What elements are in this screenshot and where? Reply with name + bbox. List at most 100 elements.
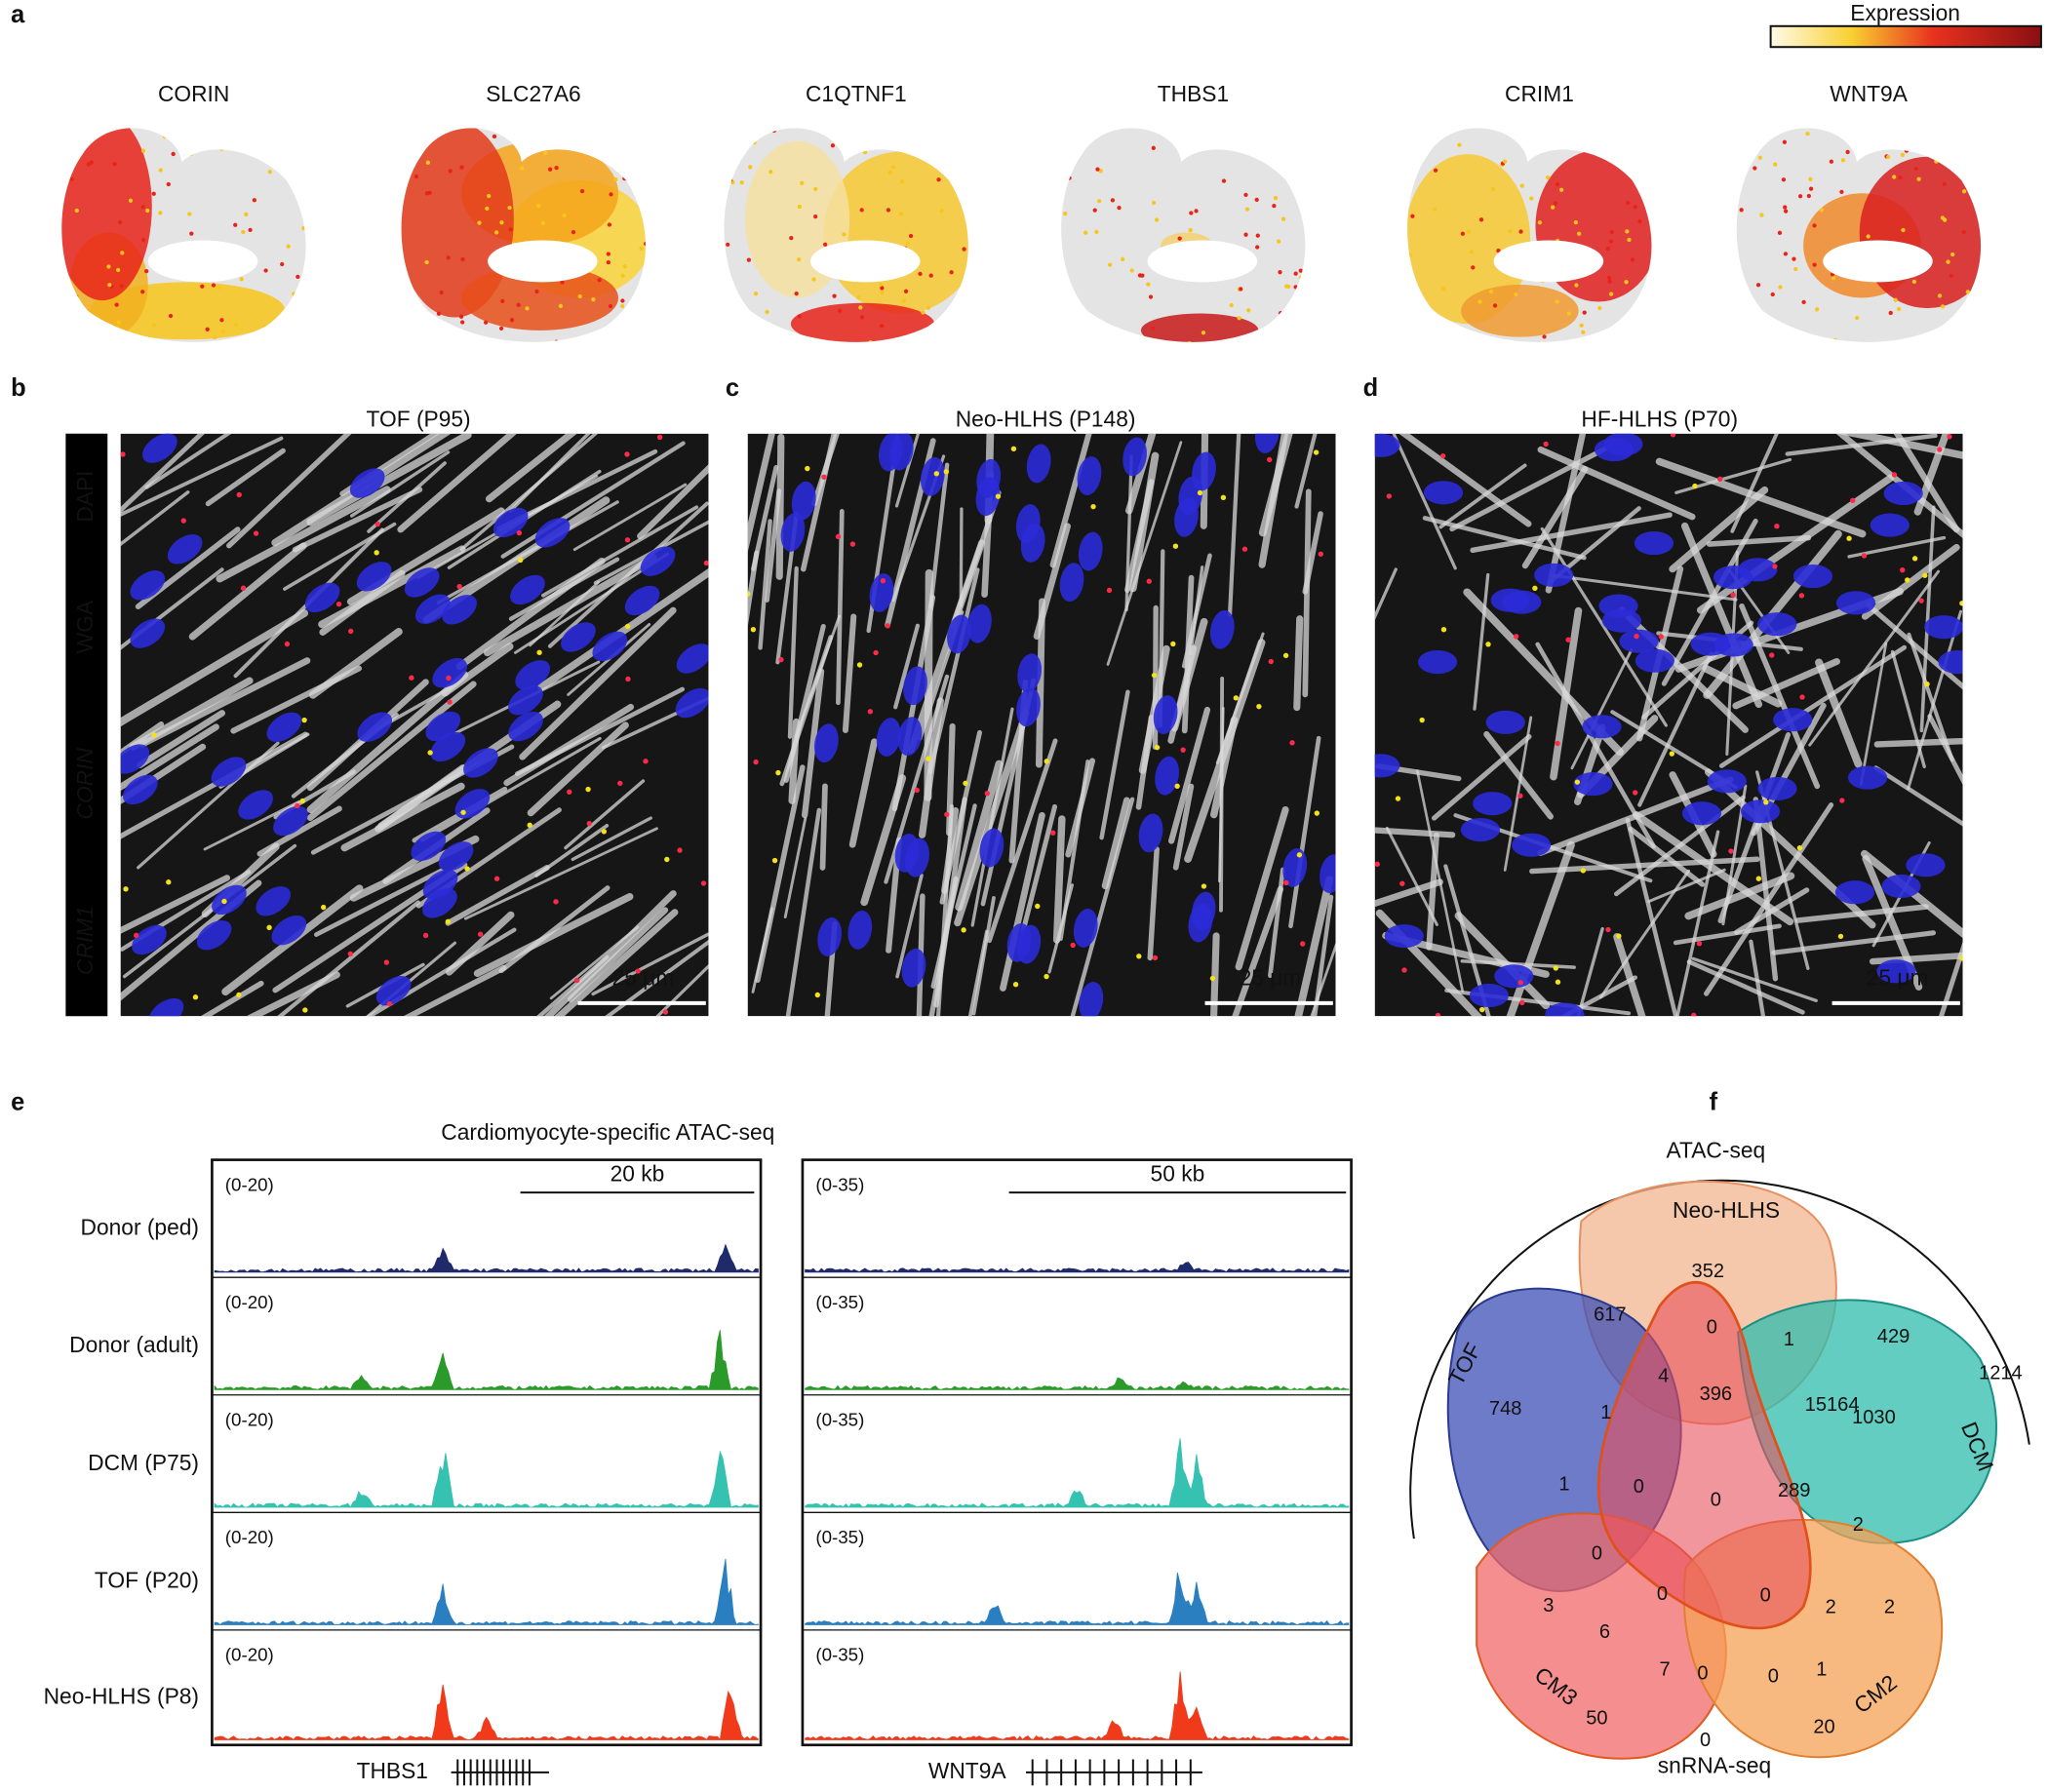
cell-dot: [1143, 338, 1148, 342]
membrane: [120, 731, 308, 839]
cell-dot: [1273, 195, 1279, 201]
cell-dot: [1808, 176, 1813, 181]
cell-dot: [1280, 216, 1286, 221]
cell-dot: [1277, 239, 1281, 244]
cell-dot: [1137, 273, 1143, 278]
membrane: [283, 522, 397, 591]
rna-dot: [873, 649, 879, 656]
membrane: [188, 542, 307, 641]
cell-dot: [112, 162, 117, 167]
membrane: [366, 927, 517, 1017]
cell-dot: [1597, 305, 1602, 311]
track-range: (0-20): [225, 1527, 274, 1547]
nucleus: [1460, 817, 1501, 842]
venn-group-label: snRNA-seq: [1658, 1753, 1771, 1778]
rna-dot: [180, 518, 186, 524]
cell-dot: [1753, 166, 1757, 171]
membrane: [1691, 956, 1818, 1002]
cell-dot: [649, 197, 652, 201]
membrane: [1302, 488, 1312, 698]
cell-dot: [642, 336, 646, 342]
cell-dot: [878, 282, 884, 288]
cell-dot: [1555, 299, 1559, 304]
membrane: [1049, 433, 1092, 568]
cell-dot: [1272, 203, 1277, 209]
image-title: HF-HLHS (P70): [1581, 406, 1738, 431]
nucleus: [640, 546, 676, 576]
cell-dot: [1784, 209, 1789, 214]
nucleus: [1740, 799, 1781, 824]
cell-dot: [1243, 232, 1248, 237]
membrane: [200, 980, 264, 1017]
rna-dot: [703, 560, 709, 566]
membrane: [1860, 849, 1963, 939]
rna-dot: [1774, 524, 1780, 529]
stain-bar: [65, 433, 108, 1017]
rna-dot: [1861, 553, 1868, 559]
cell-dot: [200, 284, 205, 289]
nucleus: [1319, 854, 1336, 894]
rna-dot: [753, 759, 759, 765]
cell-dot: [140, 148, 146, 153]
membrane: [1058, 760, 1090, 941]
venn-count: 0: [1760, 1584, 1771, 1606]
cell-dot: [1530, 128, 1535, 129]
cell-dot: [1900, 152, 1906, 158]
cell-dot: [926, 305, 931, 310]
stain-label: DAPI: [72, 470, 98, 522]
cell-dot: [292, 292, 296, 296]
nucleus: [1619, 629, 1659, 653]
membrane: [785, 807, 822, 1017]
cell-dot: [1488, 289, 1494, 294]
cell-dot: [1519, 183, 1524, 188]
cell-dot: [1573, 219, 1578, 225]
cell-dot: [1961, 189, 1967, 194]
cell-dot: [263, 268, 268, 273]
cell-dot: [779, 338, 784, 342]
cell-dot: [1189, 211, 1194, 215]
rna-dot: [1837, 933, 1844, 940]
cell-dot: [839, 113, 843, 117]
track-range: (0-20): [225, 1174, 274, 1194]
cell-dot: [1986, 139, 1989, 143]
rna-dot: [1696, 941, 1703, 947]
umap-hole: [809, 240, 921, 283]
cell-dot: [116, 320, 121, 325]
membrane: [1232, 885, 1284, 1017]
nucleus: [304, 582, 340, 613]
rna-dot: [1555, 979, 1561, 985]
signal-track: [805, 1377, 1350, 1390]
nucleus: [271, 915, 307, 946]
cell-dot: [1573, 128, 1579, 134]
rna-dot: [747, 591, 751, 597]
cell-dot: [771, 128, 776, 134]
cell-dot: [1982, 216, 1986, 220]
cell-dot: [75, 347, 79, 351]
cell-dot: [918, 271, 923, 276]
gene-name: WNT9A: [928, 1758, 1006, 1783]
nucleus: [1681, 801, 1722, 826]
cell-dot: [1832, 337, 1838, 342]
track-label: TOF (P20): [95, 1567, 199, 1592]
membrane: [895, 874, 924, 979]
cell-dot: [1098, 169, 1103, 174]
rna-dot: [835, 533, 842, 540]
cell-dot: [832, 293, 837, 298]
membrane: [1730, 433, 1779, 533]
membrane: [1310, 942, 1336, 1017]
cell-dot: [1627, 237, 1632, 243]
nucleus: [442, 595, 477, 625]
cell-dot: [648, 275, 651, 279]
membrane: [120, 721, 165, 757]
cell-dot: [939, 209, 944, 214]
cell-dot: [425, 160, 430, 165]
nucleus: [1191, 891, 1216, 931]
cell-dot: [1774, 337, 1779, 342]
rna-dot: [253, 530, 259, 536]
cell-dot: [118, 219, 123, 225]
membrane: [1398, 433, 1532, 527]
cell-dot: [1806, 193, 1811, 199]
membrane: [1529, 856, 1760, 875]
cell-dot: [1783, 252, 1789, 256]
cell-dot: [1631, 119, 1634, 123]
